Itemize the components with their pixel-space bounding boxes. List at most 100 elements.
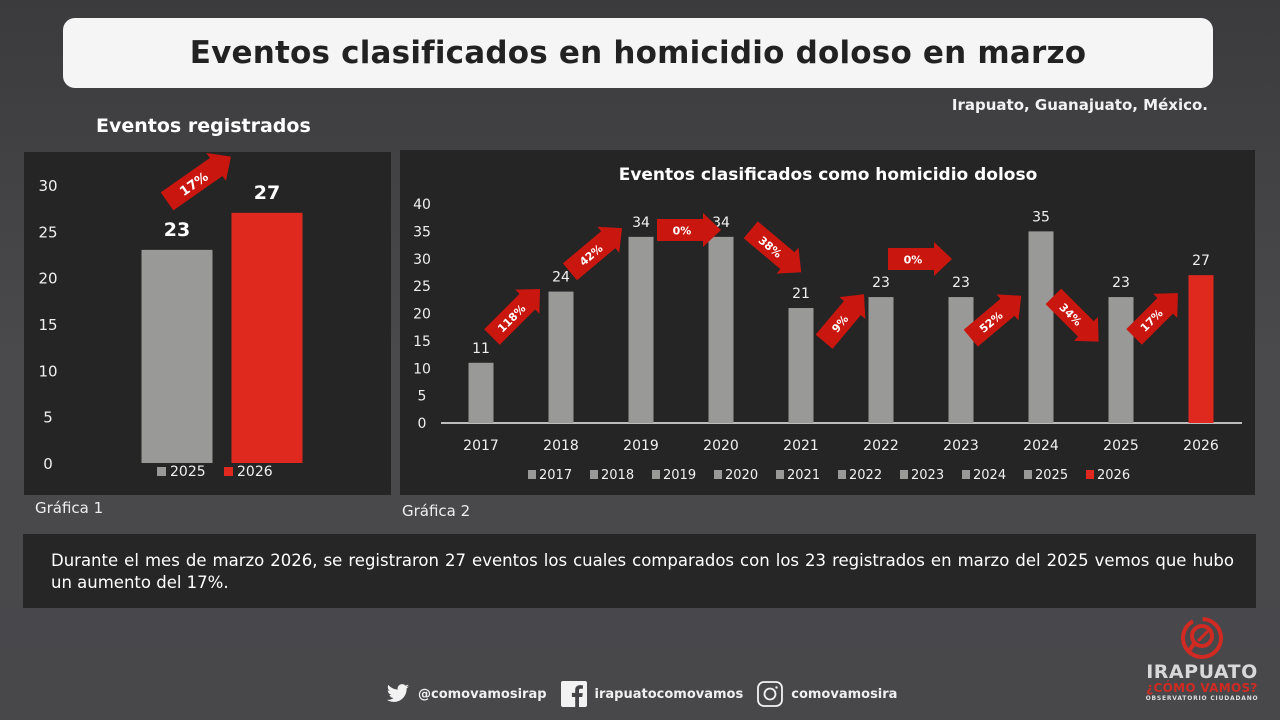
title-banner: Eventos clasificados en homicidio doloso…: [63, 18, 1213, 88]
legend-swatch-2019: [652, 470, 660, 479]
summary-text: Durante el mes de marzo 2026, se registr…: [23, 534, 1256, 608]
legend-swatch-2024: [962, 470, 970, 479]
logo-line-1: IRAPUATO: [1146, 661, 1258, 683]
x-tick-label-2017: 2017: [463, 438, 499, 454]
bar-2022: [868, 297, 894, 423]
legend-swatch-2025: [1024, 470, 1032, 479]
change-arrow-2017-2018: 118%: [484, 288, 541, 345]
y-tick-label: 5: [418, 389, 427, 405]
data-label-2026: 27: [254, 182, 280, 204]
instagram-handle: comovamosira: [791, 686, 898, 702]
y-tick-label: 30: [38, 177, 57, 195]
arrow-shape: [562, 226, 623, 281]
bar-2026: [231, 212, 303, 463]
arrow-shape: [888, 242, 952, 276]
logo-line-3: OBSERVATORIO CIUDADANO: [1145, 695, 1259, 702]
y-tick-label: 15: [38, 316, 57, 334]
arrow-shape: [160, 153, 231, 211]
instagram-icon: [757, 681, 784, 707]
legend-label-2020: 2020: [725, 468, 758, 483]
x-tick-label-2023: 2023: [943, 438, 979, 454]
data-label-2019: 34: [632, 215, 650, 231]
arrow-shape: [743, 221, 802, 274]
caption-grafica-2: Gráfica 2: [402, 502, 471, 520]
x-tick-label-2018: 2018: [543, 438, 579, 454]
legend-label-2026: 2026: [237, 464, 273, 480]
data-label-2023: 23: [952, 275, 970, 291]
legend-swatch-2020: [714, 470, 722, 479]
legend-swatch-2021: [776, 470, 784, 479]
legend-label-2019: 2019: [663, 468, 696, 483]
legend-label-2025: 2025: [1035, 468, 1068, 483]
chart-2-title: Eventos clasificados como homicidio dolo…: [619, 165, 1038, 185]
facebook-link[interactable]: irapuatocomovamos: [560, 681, 744, 707]
legend-swatch-2026: [1086, 470, 1094, 479]
legend-label-2023: 2023: [911, 468, 944, 483]
legend-label-2017: 2017: [539, 468, 572, 483]
change-arrow-2020-2021: 38%: [743, 221, 802, 274]
legend-label-2022: 2022: [849, 468, 882, 483]
y-tick-label: 40: [413, 197, 431, 213]
arrow-shape: [1045, 288, 1099, 342]
section-label: Eventos registrados: [96, 115, 311, 137]
legend-swatch-2023: [900, 470, 908, 479]
x-tick-label-2026: 2026: [1183, 438, 1219, 454]
legend-label-2025: 2025: [170, 464, 206, 480]
bar-2018: [548, 291, 574, 423]
bar-2021: [788, 308, 814, 423]
y-tick-label: 35: [413, 224, 431, 240]
instagram-link[interactable]: comovamosira: [757, 681, 897, 707]
chart-grafica-1: 0 5 10 15 20 25 30 23 27 17% 2025 2026: [24, 152, 391, 495]
y-tick-label: 25: [38, 223, 57, 241]
bar-2025: [141, 249, 213, 463]
page-title: Eventos clasificados en homicidio doloso…: [189, 35, 1087, 71]
social-footer: @comovamosirap irapuatocomovamos comovam…: [386, 680, 903, 708]
twitter-icon: [386, 684, 409, 702]
twitter-link[interactable]: @comovamosirap: [386, 684, 547, 704]
y-tick-label: 25: [413, 279, 431, 295]
location-label: Irapuato, Guanajuato, México.: [951, 96, 1208, 114]
arrow-shape: [1126, 293, 1178, 345]
legend-swatch-2025: [157, 467, 166, 476]
bar-2025: [1108, 297, 1134, 423]
y-tick-label: 20: [413, 307, 431, 323]
twitter-handle: @comovamosirap: [418, 686, 547, 702]
arrow-shape: [484, 288, 541, 345]
data-label-2022: 23: [872, 275, 890, 291]
arrow-shape: [963, 294, 1022, 347]
x-tick-label-2025: 2025: [1103, 438, 1139, 454]
y-tick-label: 10: [38, 362, 57, 380]
logo-line-2: ¿CÓMO VAMOS?: [1146, 681, 1258, 695]
legend-swatch-2022: [838, 470, 846, 479]
data-label-2026: 27: [1192, 253, 1210, 269]
bar-2026: [1188, 275, 1214, 423]
change-arrow-2018-2019: 42%: [562, 226, 623, 281]
x-tick-label-2022: 2022: [863, 438, 899, 454]
y-tick-label: 5: [43, 409, 53, 427]
bar-2023: [948, 297, 974, 423]
data-label-2018: 24: [552, 270, 570, 286]
x-tick-label-2024: 2024: [1023, 438, 1059, 454]
logo: IRAPUATO ¿CÓMO VAMOS? OBSERVATORIO CIUDA…: [1136, 616, 1268, 716]
bar-2024: [1028, 231, 1054, 423]
y-tick-label: 15: [413, 334, 431, 350]
legend-label-2026: 2026: [1097, 468, 1130, 483]
x-tick-label-2019: 2019: [623, 438, 659, 454]
y-tick-label: 10: [413, 361, 431, 377]
y-tick-label: 0: [43, 455, 53, 473]
data-label-2024: 35: [1032, 209, 1050, 225]
chart-2-svg: Eventos clasificados como homicidio dolo…: [413, 165, 1242, 483]
legend-swatch-2026: [224, 467, 233, 476]
change-arrow-2021-2022: 9%: [815, 294, 866, 349]
data-label-2025: 23: [164, 219, 190, 241]
x-tick-label-2020: 2020: [703, 438, 739, 454]
y-tick-label: 0: [418, 416, 427, 432]
logo-mark-icon: [1181, 617, 1223, 659]
facebook-handle: irapuatocomovamos: [594, 686, 744, 702]
data-label-2021: 21: [792, 286, 810, 302]
data-label-2017: 11: [472, 341, 490, 357]
legend-label-2018: 2018: [601, 468, 634, 483]
legend-swatch-2018: [590, 470, 598, 479]
legend-label-2021: 2021: [787, 468, 820, 483]
